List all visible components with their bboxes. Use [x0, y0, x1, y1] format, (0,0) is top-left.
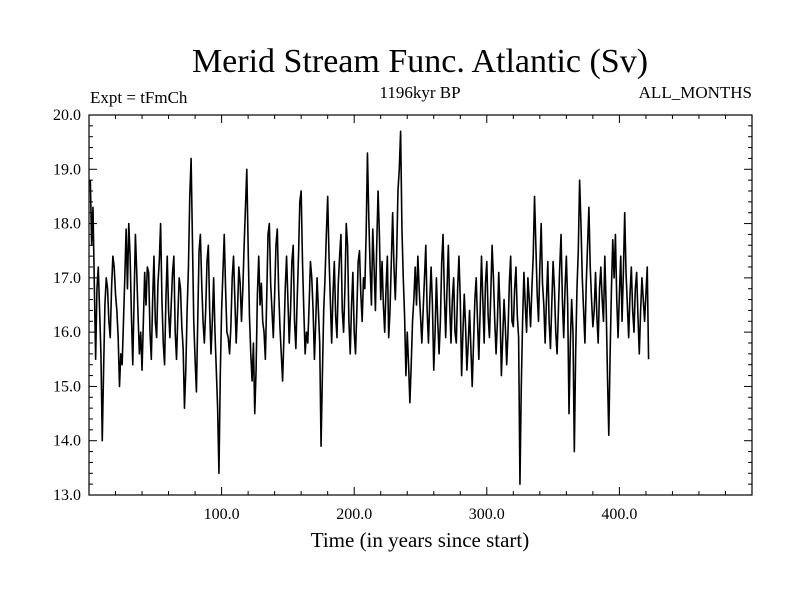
y-tick-label: 19.0 [53, 161, 81, 178]
y-tick-label: 20.0 [53, 107, 81, 124]
x-tick-label: 200.0 [336, 506, 372, 523]
experiment-label: Expt = tFmCh [90, 88, 188, 107]
chart-title: Merid Stream Func. Atlantic (Sv) [192, 43, 648, 80]
y-tick-label: 14.0 [53, 433, 81, 450]
y-tick-label: 16.0 [53, 324, 81, 341]
plot-frame [88, 114, 753, 496]
months-label: ALL_MONTHS [639, 83, 752, 102]
y-tick-label: 18.0 [53, 216, 81, 233]
tick-layer [89, 114, 752, 496]
y-tick-label: 15.0 [53, 378, 81, 395]
tick-label-layer: 100.0 200.0 300.0 400.0 13.0 14.0 15.0 16.0 17.0… [53, 107, 637, 523]
series-line-0 [89, 130, 650, 485]
x-tick-label: 100.0 [204, 506, 240, 523]
x-tick-label: 300.0 [469, 506, 505, 523]
y-tick-label: 13.0 [53, 487, 81, 504]
y-tick-label: 17.0 [53, 270, 81, 287]
series-layer [89, 130, 650, 485]
x-tick-label: 400.0 [601, 506, 637, 523]
epoch-label: 1196kyr BP [379, 83, 460, 102]
x-axis-label: Time (in years since start) [311, 528, 530, 552]
